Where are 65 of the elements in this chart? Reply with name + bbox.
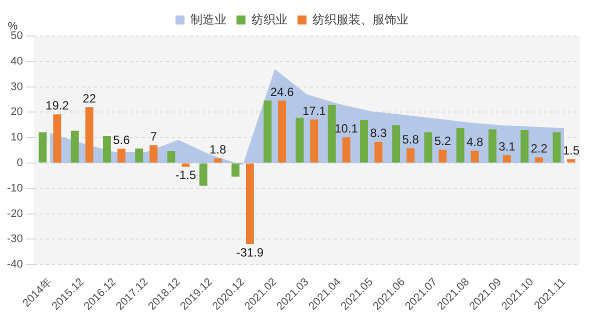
bar — [70, 130, 79, 162]
legend-label: 制造业 — [190, 12, 226, 26]
data-label: 17.1 — [302, 104, 326, 118]
data-label: 8.3 — [370, 126, 388, 140]
bar — [117, 148, 126, 162]
y-axis-title: % — [8, 20, 18, 33]
data-label: 5.6 — [113, 133, 130, 148]
data-label: -1.5 — [175, 168, 196, 182]
bar — [374, 142, 382, 162]
legend-label: 纺织业 — [252, 12, 288, 26]
data-label: 5.2 — [434, 134, 452, 148]
bar — [488, 129, 496, 162]
data-label: 3.1 — [498, 139, 516, 154]
y-tick-label: 30 — [10, 80, 23, 93]
bar — [232, 163, 240, 177]
legend-label: 纺织服装、服饰业 — [312, 12, 408, 26]
data-label: 24.6 — [270, 84, 294, 99]
data-label: 10.1 — [334, 122, 358, 136]
data-label: 22 — [82, 91, 96, 106]
y-tick-label: -10 — [6, 182, 23, 194]
bar — [535, 157, 544, 162]
bar — [520, 130, 529, 162]
y-tick-label: -20 — [6, 208, 23, 220]
y-tick-label: 20 — [10, 106, 23, 118]
bar — [103, 136, 111, 162]
bar — [567, 159, 576, 162]
y-tick-label: 10 — [10, 132, 23, 144]
data-label: 2.2 — [530, 142, 548, 156]
bar — [182, 163, 190, 167]
bar — [424, 132, 432, 162]
bar — [278, 100, 286, 162]
bar — [296, 118, 304, 162]
bar — [214, 158, 222, 162]
data-label: -31.9 — [236, 245, 264, 260]
bar — [470, 150, 479, 162]
y-tick-label: -40 — [6, 258, 23, 271]
bar — [552, 132, 561, 162]
data-label: 7 — [150, 130, 158, 144]
y-tick-label: -30 — [6, 233, 23, 246]
bar — [264, 100, 272, 162]
bar — [85, 107, 94, 162]
bar — [456, 128, 464, 162]
y-tick-label: 0 — [16, 157, 23, 170]
bar — [438, 150, 447, 162]
bar — [328, 104, 336, 162]
bar — [150, 145, 158, 162]
bar — [310, 120, 318, 162]
data-label: 4.8 — [466, 135, 484, 150]
data-label: 1.5 — [562, 143, 580, 158]
bar — [406, 148, 415, 162]
bar — [392, 125, 400, 162]
bar — [167, 151, 176, 162]
bar — [38, 132, 47, 162]
bar — [246, 163, 254, 244]
data-label: 1.8 — [209, 142, 226, 157]
bar — [360, 120, 368, 162]
data-label: 19.2 — [46, 98, 70, 113]
data-label: 5.8 — [402, 132, 420, 147]
bar — [53, 114, 62, 162]
bar — [502, 155, 511, 162]
bar — [342, 137, 350, 162]
y-tick-label: 40 — [10, 55, 23, 68]
y-tick-label: 50 — [10, 30, 23, 42]
bar — [199, 163, 208, 186]
bar — [135, 148, 144, 162]
